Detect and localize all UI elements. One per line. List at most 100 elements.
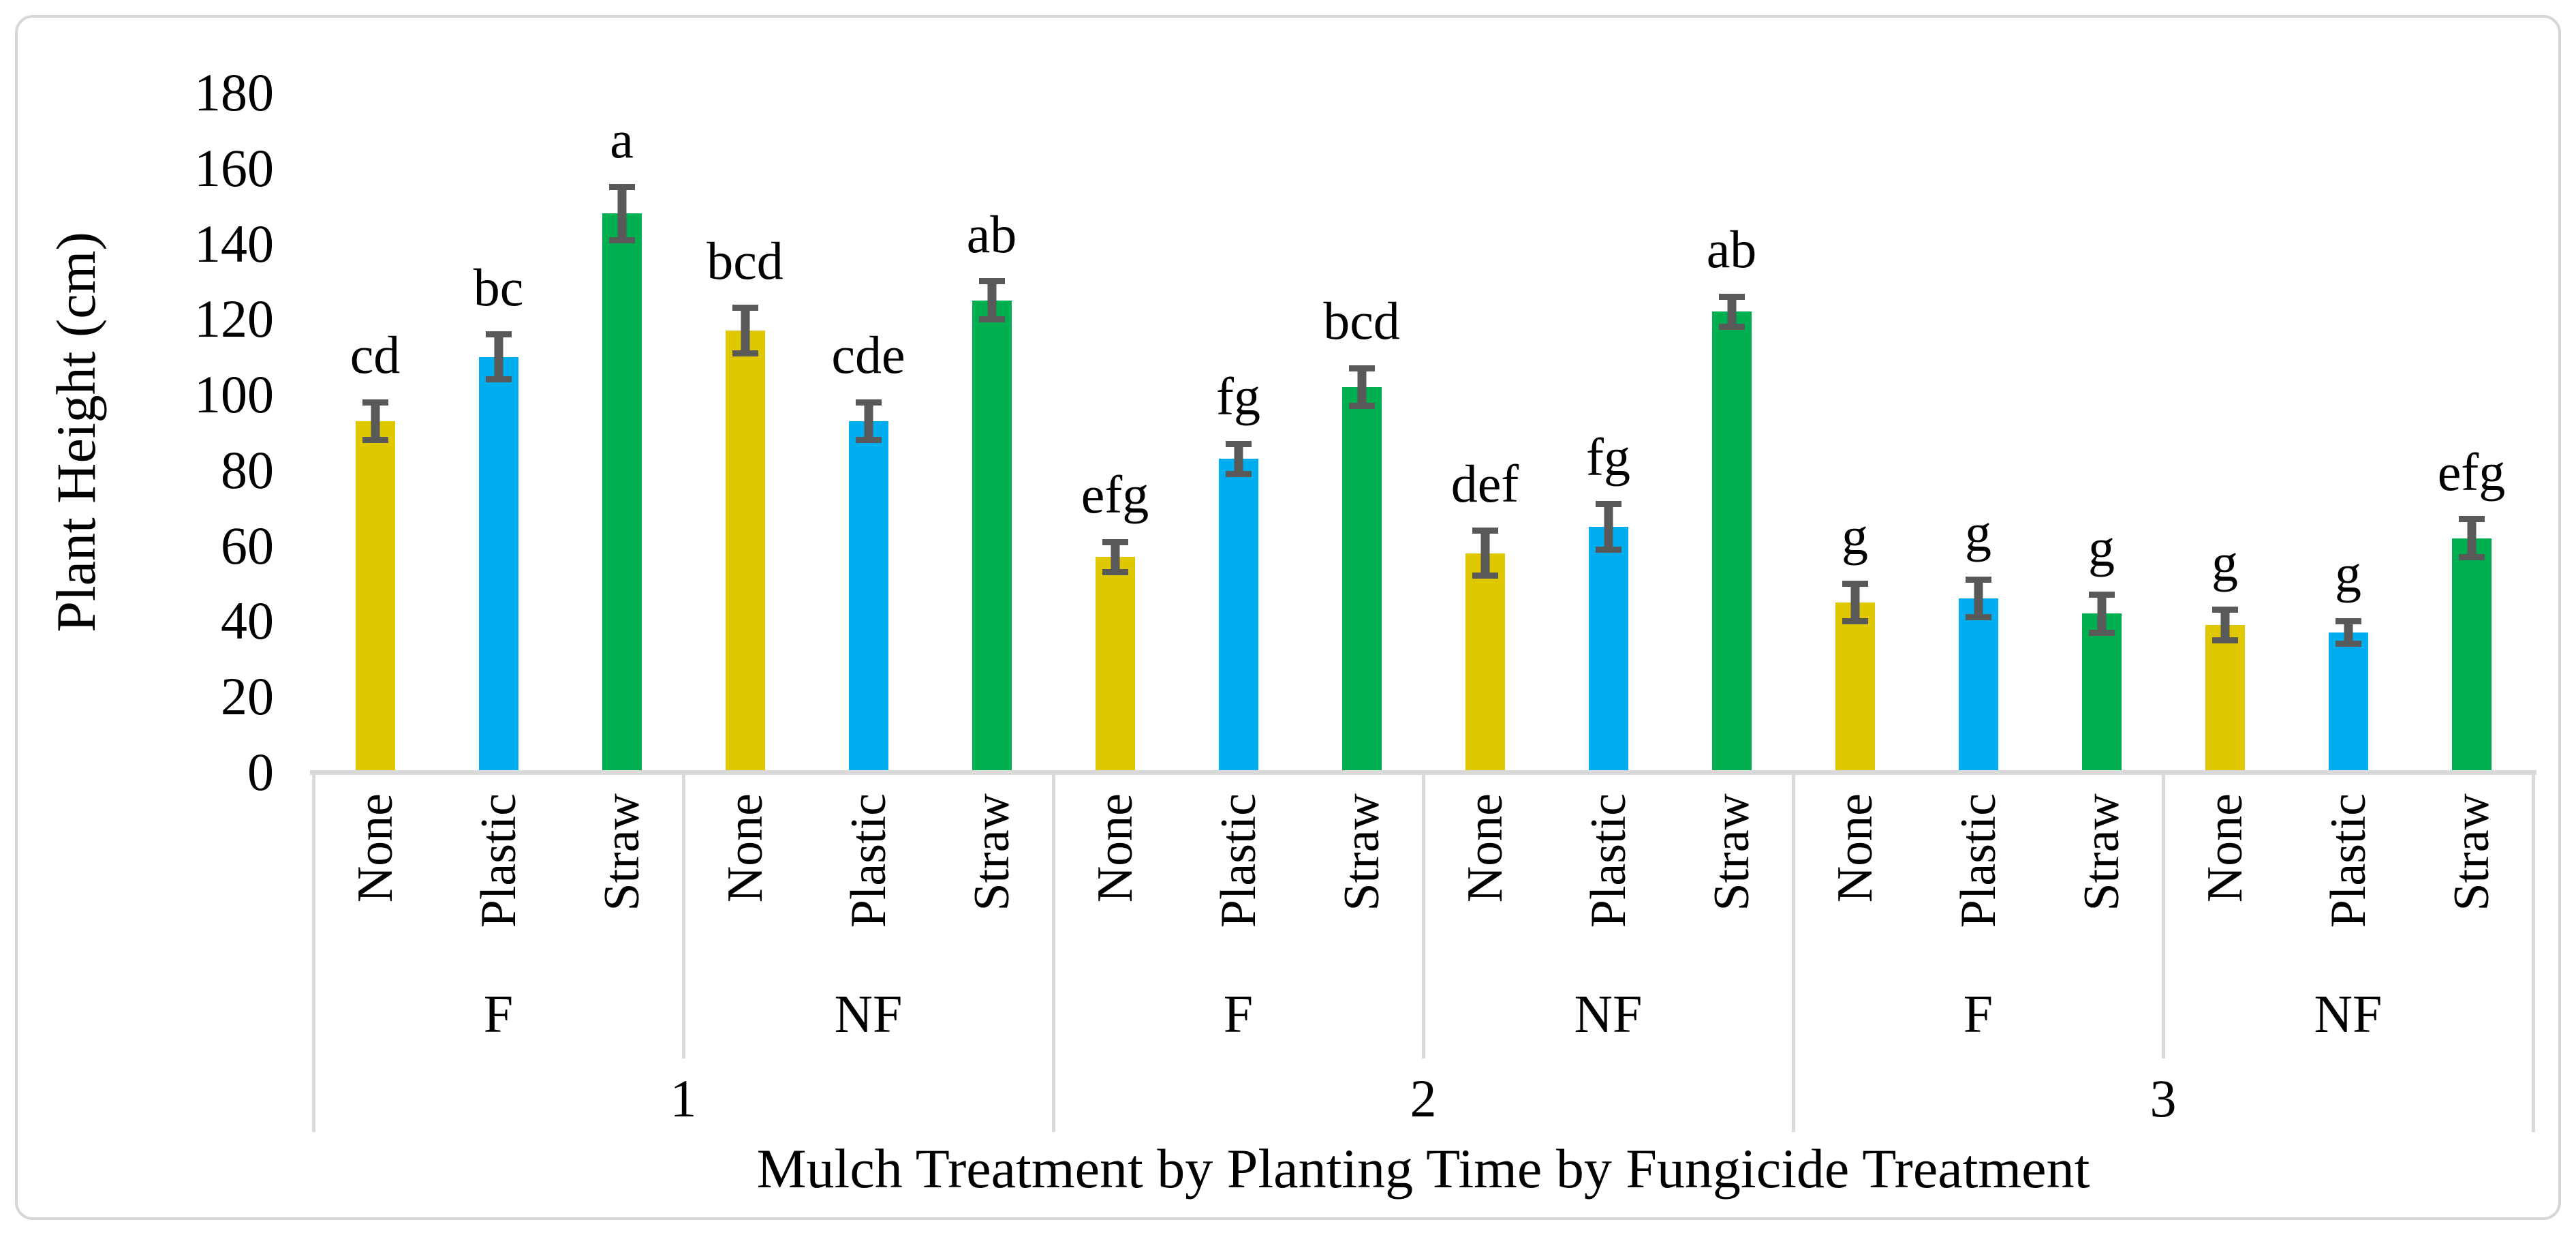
error-bar-cap-bottom — [1102, 568, 1128, 575]
error-bar-line — [1357, 368, 1366, 406]
mulch-label: Plastic — [470, 793, 527, 928]
error-bar-cap-top — [1965, 577, 1991, 583]
significance-letter: g — [1842, 506, 1868, 566]
error-bar-line — [987, 281, 996, 320]
mulch-label: Straw — [963, 793, 1020, 911]
y-tick-label: 160 — [194, 138, 274, 198]
bar-2-F-None — [1095, 557, 1135, 772]
bar-3-NF-Straw — [2451, 538, 2492, 772]
significance-letter: g — [2212, 532, 2238, 592]
bar-1-NF-None — [725, 330, 765, 772]
mulch-label: None — [2197, 793, 2253, 903]
error-bar-line — [1850, 583, 1859, 622]
subgroup-separator-line — [2162, 772, 2165, 1058]
error-bar-cap-bottom — [1348, 403, 1375, 410]
error-bar-cap-top — [1225, 440, 1252, 447]
bar-2-F-Plastic — [1218, 459, 1258, 772]
bar-slot-1-F-Straw: a — [560, 93, 683, 772]
significance-letter: bcd — [707, 230, 783, 290]
error-bar-cap-top — [2458, 516, 2485, 523]
error-bar-line — [494, 334, 503, 380]
bar-slot-1-NF-Plastic: cde — [807, 93, 930, 772]
bar-3-NF-Plastic — [2328, 632, 2368, 772]
error-bar-cap-bottom — [2212, 637, 2238, 643]
mulch-label: Plastic — [1210, 793, 1267, 928]
y-tick-label: 140 — [194, 213, 274, 273]
group-separator-line — [312, 772, 315, 1132]
y-axis-tick-labels: 0 20 40 60 80 100 120 140 160 180 — [0, 0, 274, 1235]
significance-letter: g — [1965, 502, 1991, 562]
mulch-label-cell: None — [1053, 793, 1177, 902]
error-bar-cap-bottom — [2088, 629, 2115, 636]
mulch-label-cell: Plastic — [437, 793, 560, 928]
y-tick-label: 40 — [221, 591, 274, 651]
error-bar-line — [1974, 579, 1983, 618]
bar-1-F-Straw — [602, 213, 642, 772]
bar-1-F-None — [355, 421, 395, 772]
mulch-label-cell: Straw — [930, 793, 1053, 911]
fungicide-label: NF — [834, 984, 903, 1043]
y-tick-label: 20 — [221, 667, 274, 727]
fungicide-label: F — [1963, 984, 1993, 1043]
bar-1-NF-Plastic — [848, 421, 888, 772]
error-bar-cap-top — [978, 278, 1005, 285]
y-tick-label: 100 — [194, 365, 274, 425]
mulch-label-cell: Plastic — [1177, 793, 1300, 928]
mulch-label: None — [1827, 793, 1883, 903]
error-bar-line — [864, 402, 873, 440]
y-tick-label: 80 — [221, 440, 274, 500]
bar-3-F-None — [1835, 602, 1875, 772]
subgroup-separator-line — [1422, 772, 1425, 1058]
error-bar-cap-top — [855, 399, 882, 406]
mulch-label: None — [1087, 793, 1143, 903]
bar-slot-2-F-Straw: bcd — [1300, 93, 1423, 772]
error-bar-cap-bottom — [1595, 546, 1621, 553]
mulch-label-cell: Plastic — [1547, 793, 1670, 928]
bar-2-NF-None — [1465, 553, 1505, 772]
bar-slot-3-F-Plastic: g — [1917, 93, 2040, 772]
significance-letter: cde — [831, 325, 905, 385]
error-bar-cap-top — [485, 331, 512, 337]
bar-slot-3-NF-Straw: efg — [2410, 93, 2533, 772]
significance-letter: efg — [1081, 465, 1149, 525]
error-bar-cap-bottom — [1718, 323, 1745, 330]
error-bar-line — [2097, 594, 2106, 633]
bar-slot-1-NF-Straw: ab — [930, 93, 1053, 772]
mulch-label-cell: None — [1423, 793, 1547, 902]
bar-3-NF-None — [2205, 624, 2245, 772]
error-bar-cap-top — [2088, 592, 2115, 598]
significance-letter: efg — [2437, 442, 2506, 502]
fungicide-label: F — [1223, 984, 1254, 1043]
subgroup-separator-line — [682, 772, 685, 1058]
bar-slot-2-NF-None: def — [1423, 93, 1547, 772]
bar-slot-2-F-Plastic: fg — [1177, 93, 1300, 772]
mulch-label-cell: None — [2163, 793, 2286, 902]
bar-slot-2-NF-Straw: ab — [1670, 93, 1793, 772]
mulch-label-cell: Straw — [560, 793, 683, 911]
mulch-label: Plastic — [1580, 793, 1636, 928]
bar-2-NF-Plastic — [1588, 526, 1628, 772]
error-bar-cap-bottom — [1842, 618, 1868, 624]
planting-time-label: 2 — [1410, 1069, 1437, 1128]
fungicide-label: NF — [2314, 984, 2383, 1043]
bar-2-F-Straw — [1341, 387, 1382, 772]
error-bar-line — [617, 187, 626, 241]
mulch-label: Plastic — [1950, 793, 2006, 928]
significance-letter: def — [1450, 453, 1519, 513]
bar-slot-3-F-None: g — [1793, 93, 1917, 772]
mulch-label: Straw — [1703, 793, 1760, 911]
error-bar-cap-bottom — [608, 237, 635, 243]
error-bar-cap-bottom — [485, 376, 512, 383]
mulch-label: Straw — [2073, 793, 2130, 911]
error-bar-line — [371, 402, 379, 440]
error-bar-line — [741, 307, 749, 354]
error-bar-cap-bottom — [1472, 573, 1498, 579]
error-bar-line — [2220, 609, 2229, 641]
mulch-label-cell: Straw — [2410, 793, 2533, 911]
error-bar-cap-top — [732, 305, 758, 311]
error-bar-cap-bottom — [362, 437, 388, 444]
mulch-label-cell: None — [683, 793, 807, 902]
mulch-label-cell: Straw — [1670, 793, 1793, 911]
group-separator-line — [1792, 772, 1795, 1132]
error-bar-line — [1234, 444, 1243, 474]
